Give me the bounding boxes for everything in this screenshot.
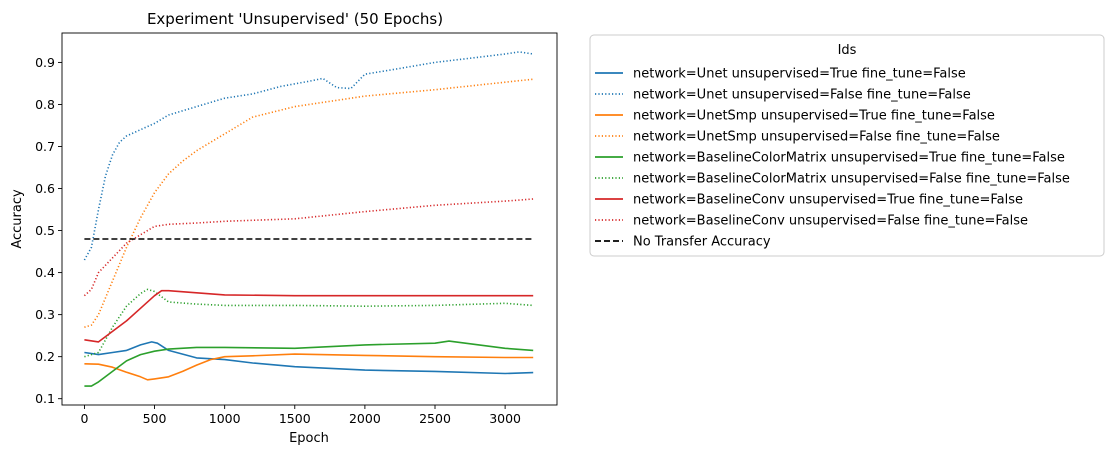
legend-label: network=UnetSmp unsupervised=False fine_… — [633, 130, 1000, 145]
y-tick-label: 0.9 — [35, 55, 55, 70]
y-tick-label: 0.4 — [35, 265, 55, 280]
legend-label: No Transfer Accuracy — [633, 235, 771, 250]
legend-box — [589, 34, 1105, 257]
y-tick-label: 0.6 — [35, 181, 55, 196]
y-tick-label: 0.1 — [35, 391, 55, 406]
series-line-1 — [84, 341, 534, 375]
series-line-6 — [84, 288, 534, 358]
y-axis-label: Accuracy — [10, 189, 25, 249]
series-line-4 — [84, 78, 534, 328]
legend-title: Ids — [838, 43, 857, 58]
y-axis: 0.1 0.2 0.3 0.4 0.5 0.6 0.7 0.8 0.9 — [35, 55, 62, 406]
x-tick-label: 2500 — [419, 411, 451, 426]
x-tick-label: 0 — [80, 411, 88, 426]
y-tick-label: 0.5 — [35, 223, 55, 238]
plot-area — [61, 32, 558, 406]
x-tick-label: 3000 — [489, 411, 521, 426]
series-line-3 — [84, 353, 534, 381]
x-axis: 0 500 1000 1500 2000 2500 3000 — [80, 405, 521, 426]
series-line-5 — [84, 340, 534, 387]
legend-label: network=BaselineColorMatrix unsupervised… — [633, 151, 1065, 166]
series-lines — [83, 51, 534, 387]
y-tick-label: 0.3 — [35, 307, 55, 322]
legend-label: network=UnetSmp unsupervised=True fine_t… — [633, 109, 995, 124]
legend-label: network=BaselineConv unsupervised=True f… — [633, 193, 1023, 208]
y-tick-label: 0.2 — [35, 349, 55, 364]
x-tick-label: 1000 — [209, 411, 241, 426]
series-line-2 — [83, 51, 534, 261]
legend-label: network=Unet unsupervised=False fine_tun… — [633, 88, 971, 103]
chart-title: Experiment 'Unsupervised' (50 Epochs) — [147, 10, 443, 28]
y-tick-label: 0.7 — [35, 139, 55, 154]
x-tick-label: 500 — [143, 411, 167, 426]
series-line-7 — [84, 289, 534, 343]
legend-label: network=BaselineColorMatrix unsupervised… — [633, 172, 1070, 187]
legend-label: network=BaselineConv unsupervised=False … — [633, 214, 1028, 229]
x-axis-label: Epoch — [289, 431, 329, 446]
legend: Ids network=Unet unsupervised=True fine_… — [589, 34, 1105, 257]
x-tick-label: 1500 — [279, 411, 311, 426]
y-tick-label: 0.8 — [35, 97, 55, 112]
x-tick-label: 2000 — [349, 411, 381, 426]
series-line-8 — [83, 198, 534, 297]
legend-label: network=Unet unsupervised=True fine_tune… — [633, 67, 966, 82]
